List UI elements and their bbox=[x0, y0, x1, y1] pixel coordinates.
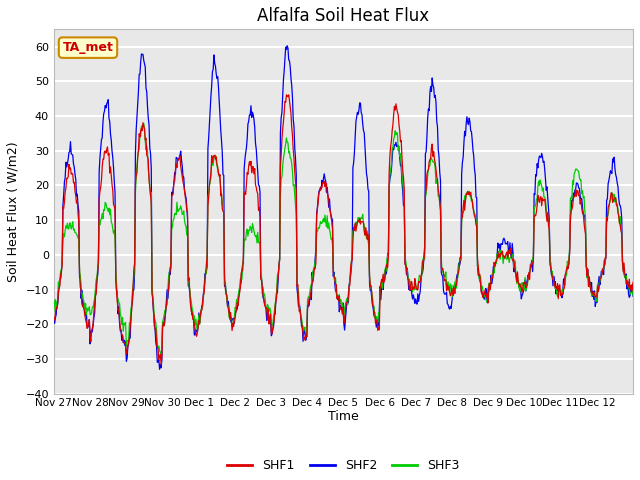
Y-axis label: Soil Heat Flux ( W/m2): Soil Heat Flux ( W/m2) bbox=[7, 141, 20, 282]
Title: Alfalfa Soil Heat Flux: Alfalfa Soil Heat Flux bbox=[257, 7, 429, 25]
Text: TA_met: TA_met bbox=[63, 41, 113, 54]
X-axis label: Time: Time bbox=[328, 410, 359, 423]
Legend: SHF1, SHF2, SHF3: SHF1, SHF2, SHF3 bbox=[222, 455, 465, 478]
